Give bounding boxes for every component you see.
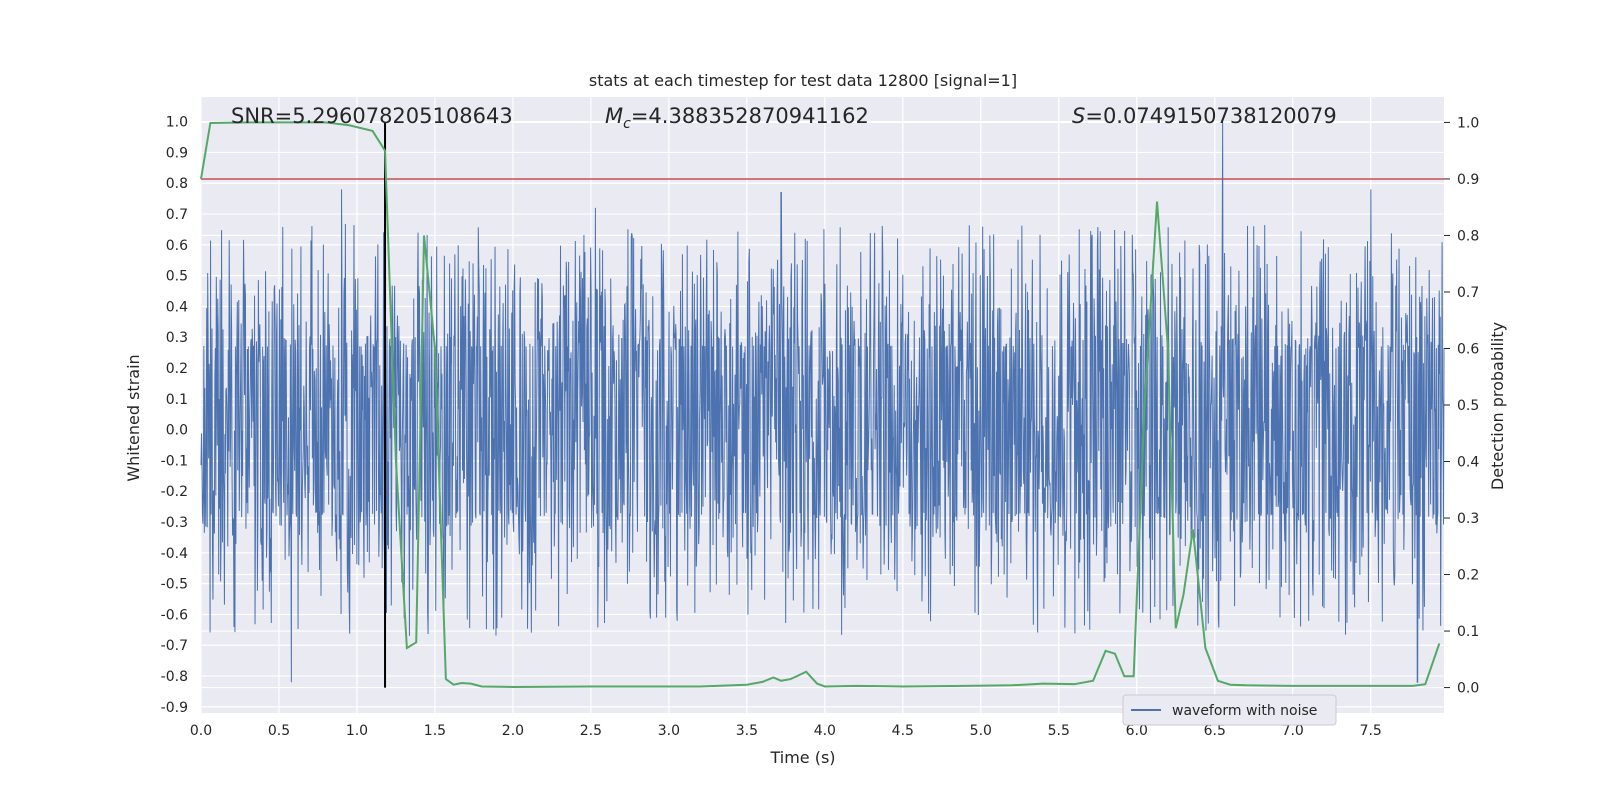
y-tick-label: 0.7 [166, 207, 188, 223]
y-right-tick-label: 1.0 [1457, 115, 1479, 131]
y-right-tick-label: 0.8 [1457, 228, 1479, 244]
y-tick-label: 0.6 [166, 238, 188, 254]
s-statistic-symbol: S [1072, 104, 1085, 128]
y-tick-label: -0.4 [161, 546, 188, 562]
chart-title: stats at each timestep for test data 128… [589, 71, 1017, 90]
chirp-mass-symbol: M [605, 104, 623, 128]
y-tick-label: -0.6 [161, 607, 188, 623]
x-tick-label: 3.5 [736, 723, 758, 739]
x-tick-label: 2.5 [580, 723, 602, 739]
y-tick-label: 0.5 [166, 269, 188, 285]
chirp-mass-value: =4.388352870941162 [631, 104, 869, 128]
detection-probability-series [200, 121, 1441, 689]
y-tick-label: 0.9 [166, 145, 188, 161]
y-tick-label: -0.3 [161, 515, 188, 531]
y-right-tick-label: 0.0 [1457, 681, 1479, 697]
x-tick-label: 0.0 [190, 723, 212, 739]
plot-area [200, 121, 1445, 689]
x-tick-label: 6.5 [1204, 723, 1226, 739]
x-tick-label: 4.0 [814, 723, 836, 739]
x-axis-label: Time (s) [769, 748, 835, 767]
y-tick-label: -0.8 [161, 669, 188, 685]
axis-ticks: 0.0 0.5 1.0 1.5 2.0 2.5 3.0 3.5 4.0 4.5 5.0 5.5 6.0 6… [161, 115, 1480, 739]
waveform-series [200, 121, 1445, 683]
y-right-tick-label: 0.3 [1457, 511, 1479, 527]
y-right-tick-label: 0.7 [1457, 285, 1479, 301]
x-tick-label: 1.0 [346, 723, 368, 739]
x-tick-label: 0.5 [268, 723, 290, 739]
snr-annotation: SNR=5.296078205108643 [231, 104, 513, 128]
y-right-tick-label: 0.9 [1457, 172, 1479, 188]
y-right-tick-label: 0.5 [1457, 398, 1479, 414]
y-tick-label: -0.1 [161, 453, 188, 469]
s-statistic-annotation: S=0.0749150738120079 [1072, 104, 1337, 128]
x-tick-label: 3.0 [658, 723, 680, 739]
y-right-tick-label: 0.2 [1457, 568, 1479, 584]
s-statistic-value: =0.0749150738120079 [1085, 104, 1336, 128]
y-axis-label: Whitened strain [124, 354, 143, 481]
chirp-mass-annotation: Mc=4.388352870941162 [605, 104, 869, 132]
y-right-tick-label: 0.6 [1457, 341, 1479, 357]
x-tick-label: 6.0 [1126, 723, 1148, 739]
y-tick-label: 0.2 [166, 361, 188, 377]
x-tick-label: 1.5 [424, 723, 446, 739]
y-axis-right-label: Detection probability [1488, 322, 1507, 490]
y-tick-label: -0.7 [161, 638, 188, 654]
legend: waveform with noise [1122, 694, 1337, 726]
x-tick-label: 7.0 [1282, 723, 1304, 739]
chirp-mass-subscript: c [623, 116, 631, 132]
x-tick-label: 4.5 [892, 723, 914, 739]
x-tick-label: 2.0 [502, 723, 524, 739]
y-tick-label: -0.2 [161, 484, 188, 500]
y-tick-label: 0.3 [166, 330, 188, 346]
y-tick-label: 0.1 [166, 392, 188, 408]
y-tick-label: -0.9 [161, 700, 188, 716]
x-tick-label: 5.0 [970, 723, 992, 739]
legend-entry-waveform: waveform with noise [1172, 703, 1317, 719]
y-tick-label: 0.4 [166, 299, 188, 315]
y-tick-label: -0.5 [161, 577, 188, 593]
y-tick-label: 1.0 [166, 115, 188, 131]
y-right-tick-label: 0.4 [1457, 455, 1479, 471]
x-tick-label: 7.5 [1360, 723, 1382, 739]
y-tick-label: 0.8 [166, 176, 188, 192]
legend-box [1122, 694, 1337, 726]
x-tick-label: 5.5 [1048, 723, 1070, 739]
y-tick-label: 0.0 [166, 423, 188, 439]
y-right-tick-label: 0.1 [1457, 624, 1479, 640]
